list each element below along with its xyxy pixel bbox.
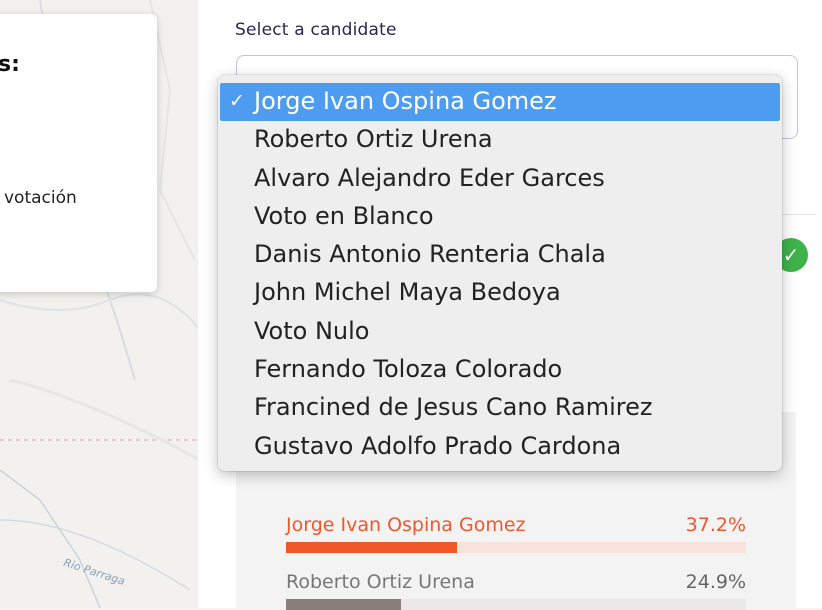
dropdown-option-label: Voto Nulo xyxy=(254,316,370,345)
result-bar-fill xyxy=(286,542,458,553)
dropdown-option-label: Alvaro Alejandro Eder Garces xyxy=(254,163,605,192)
result-percent: 24.9% xyxy=(685,571,746,593)
result-bar-fill xyxy=(286,599,401,610)
dropdown-option-label: Fernando Toloza Colorado xyxy=(254,355,563,384)
dropdown-option[interactable]: Roberto Ortiz Urena xyxy=(218,121,782,159)
dropdown-option[interactable]: Voto en Blanco xyxy=(218,198,782,236)
dropdown-option-label: Danis Antonio Renteria Chala xyxy=(254,240,606,269)
dropdown-option-label: Jorge Ivan Ospina Gomez xyxy=(254,87,557,115)
result-bar-track xyxy=(286,542,746,553)
info-card-heading: s: xyxy=(0,52,20,77)
dropdown-option[interactable]: Francined de Jesus Cano Ramirez xyxy=(218,389,782,427)
dropdown-option[interactable]: ✓ Jorge Ivan Ospina Gomez xyxy=(220,83,780,122)
result-bar-track xyxy=(286,599,746,610)
dropdown-option[interactable]: Gustavo Adolfo Prado Cardona xyxy=(218,428,782,466)
dropdown-option[interactable]: Fernando Toloza Colorado xyxy=(218,351,782,389)
dropdown-option[interactable]: Voto Nulo xyxy=(218,313,782,351)
result-name: Jorge Ivan Ospina Gomez xyxy=(286,514,526,536)
dropdown-option-label: John Michel Maya Bedoya xyxy=(254,278,561,307)
dropdown-option[interactable]: Danis Antonio Renteria Chala xyxy=(218,236,782,274)
dropdown-option-label: Voto en Blanco xyxy=(254,201,434,230)
dropdown-option-label: Gustavo Adolfo Prado Cardona xyxy=(254,431,622,460)
dropdown-option-label: Francined de Jesus Cano Ramirez xyxy=(254,393,653,422)
dropdown-option[interactable]: Alvaro Alejandro Eder Garces xyxy=(218,160,782,198)
result-percent: 37.2% xyxy=(685,514,746,536)
result-name: Roberto Ortiz Urena xyxy=(286,571,475,593)
info-card: s: votación xyxy=(0,14,157,292)
dropdown-option-label: Roberto Ortiz Urena xyxy=(254,125,493,154)
info-card-text: votación xyxy=(4,188,77,208)
candidate-dropdown-menu[interactable]: ✓ Jorge Ivan Ospina Gomez Roberto Ortiz … xyxy=(218,75,782,471)
select-label: Select a candidate xyxy=(235,20,397,40)
checkmark-icon: ✓ xyxy=(229,90,245,112)
dropdown-option[interactable]: John Michel Maya Bedoya xyxy=(218,274,782,312)
